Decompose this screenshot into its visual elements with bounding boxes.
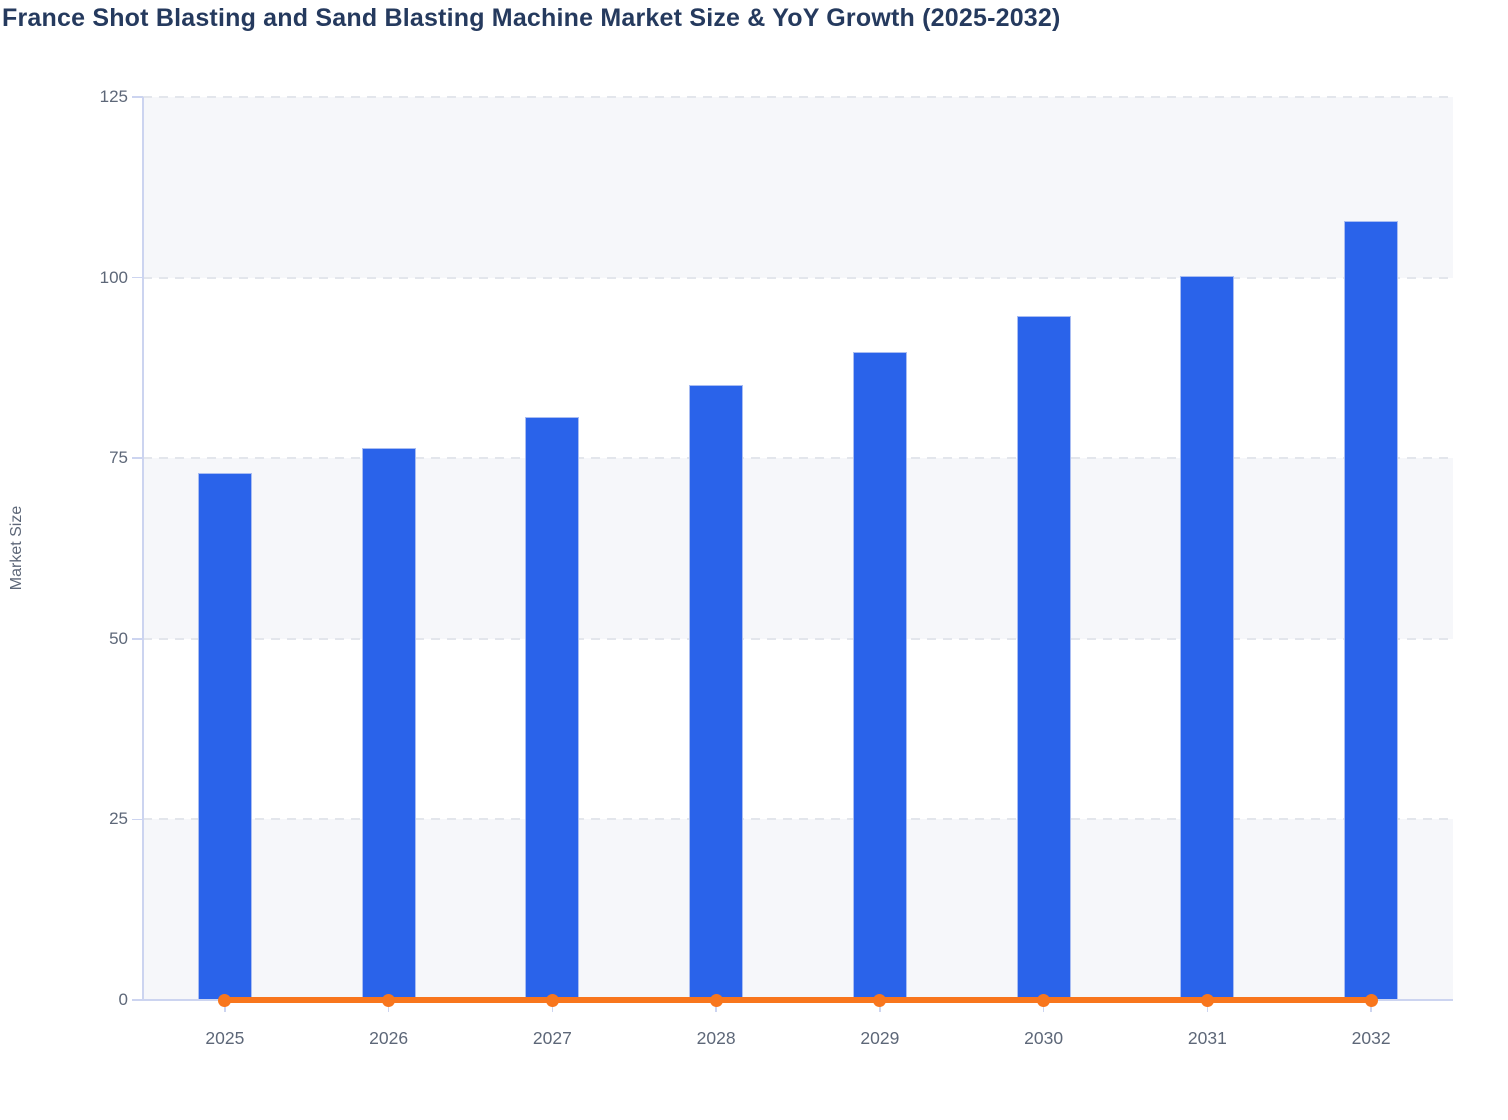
yoy-marker-2025 — [218, 993, 232, 1007]
plot-band — [143, 638, 1453, 820]
x-tick-label: 2030 — [1024, 1028, 1064, 1048]
x-tick-label: 2026 — [369, 1028, 409, 1048]
y-axis-tick — [132, 999, 143, 1001]
gridline — [143, 96, 1453, 98]
y-tick-label: 100 — [99, 267, 128, 287]
yoy-line — [224, 997, 1372, 1003]
y-tick-label: 25 — [109, 809, 128, 829]
y-axis-tick — [132, 276, 143, 279]
bar-2030 — [1016, 315, 1071, 1000]
gridline — [143, 637, 1453, 640]
y-axis-tick — [132, 818, 143, 821]
y-axis-title: Market Size — [8, 505, 25, 591]
yoy-marker-2026 — [382, 993, 396, 1007]
y-axis-tick — [132, 638, 143, 640]
bar-2031 — [1180, 276, 1235, 1000]
gridline — [143, 276, 1453, 279]
bar-2025 — [197, 473, 252, 1000]
gridline — [143, 457, 1453, 460]
yoy-marker-2027 — [545, 993, 559, 1007]
gridline — [143, 818, 1453, 821]
x-tick-label: 2029 — [860, 1028, 900, 1048]
y-tick-label: 50 — [109, 628, 128, 648]
y-axis-tick — [132, 457, 143, 459]
x-tick-label: 2031 — [1187, 1028, 1227, 1048]
bar-2032 — [1344, 221, 1399, 1000]
plot-band — [143, 458, 1453, 639]
plot-band — [143, 97, 1453, 278]
bar-2029 — [852, 352, 907, 1000]
x-tick-label: 2028 — [696, 1028, 736, 1048]
x-tick-label: 2025 — [205, 1028, 245, 1048]
plot-band — [143, 819, 1453, 1000]
y-tick-label: 0 — [118, 990, 128, 1009]
bar-2026 — [361, 448, 416, 1000]
yoy-marker-2030 — [1037, 993, 1051, 1007]
y-axis-line — [142, 97, 144, 1001]
chart-title: France Shot Blasting and Sand Blasting M… — [2, 4, 1061, 32]
yoy-marker-2029 — [873, 993, 887, 1007]
yoy-marker-2028 — [709, 993, 723, 1007]
yoy-marker-2032 — [1364, 993, 1378, 1007]
bar-2028 — [689, 385, 744, 1000]
y-axis-tick — [132, 96, 143, 98]
x-tick-label: 2027 — [532, 1028, 572, 1048]
plot-band — [143, 277, 1453, 459]
x-tick-label: 2032 — [1351, 1028, 1391, 1048]
bar-2027 — [525, 417, 580, 1000]
y-tick-label: 75 — [109, 448, 128, 468]
y-tick-label: 125 — [99, 87, 128, 106]
yoy-marker-2031 — [1200, 993, 1214, 1007]
